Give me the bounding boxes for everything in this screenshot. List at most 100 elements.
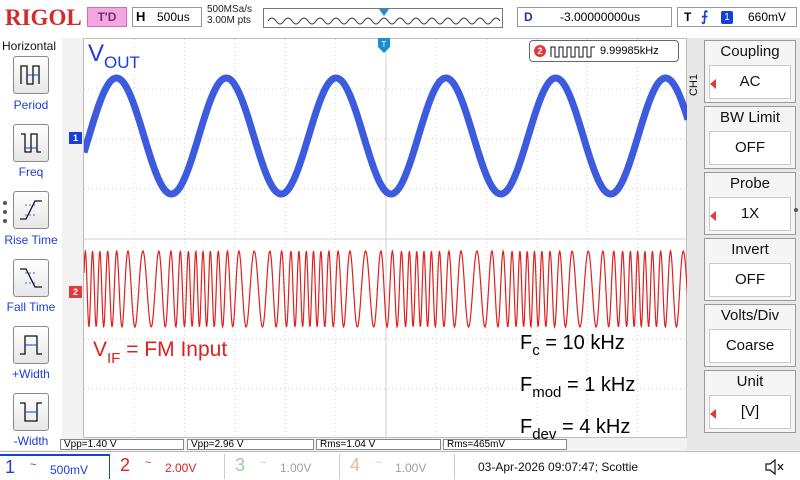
rise-time-label: Rise Time: [4, 233, 58, 247]
channel-bar: 1 ~ 500mV 2 ~ 2.00V 3 ~ 1.00V 4 ~ 1.00V …: [0, 451, 800, 480]
invert-menu[interactable]: Invert OFF: [704, 238, 796, 301]
coupling-menu[interactable]: Coupling AC: [704, 40, 796, 103]
frequency-counter[interactable]: 2 9.99985kHz: [529, 40, 679, 62]
delay-value: -3.00000000us: [560, 10, 641, 24]
acquisition-info: 500MSa/s 3.00M pts: [207, 4, 252, 26]
ac-coupling-icon: ~: [145, 457, 152, 469]
left-panel-title: Horizontal: [2, 39, 57, 53]
ac-coupling-icon: ~: [30, 459, 37, 471]
counter-value: 9.99985kHz: [600, 45, 659, 57]
probe-menu[interactable]: Probe 1X: [704, 172, 796, 235]
left-nav-dot: [3, 201, 7, 205]
memory-position-strip[interactable]: [263, 8, 503, 28]
period-icon: [20, 65, 40, 85]
param-main: F: [520, 374, 533, 396]
horizontal-label: H: [136, 9, 146, 24]
fall-time-label: Fall Time: [6, 300, 56, 314]
channel-scale: 2.00V: [165, 461, 197, 475]
right-nav-dot: [794, 208, 798, 212]
fall-time-icon: [20, 268, 42, 288]
left-nav-dot: [3, 210, 7, 214]
channel-scale: 1.00V: [395, 461, 427, 475]
volts-div-menu[interactable]: Volts/Div Coarse: [704, 304, 796, 367]
channel-1-tab[interactable]: 1 ~ 500mV: [0, 454, 110, 479]
trigger-level: 660mV: [748, 10, 787, 24]
fall-time-button[interactable]: [13, 259, 49, 297]
vif-annotation: VIF = FM Input: [93, 338, 227, 367]
trigger-position-marker[interactable]: T: [378, 38, 390, 54]
channel-2-tab[interactable]: 2 ~ 2.00V: [115, 454, 225, 479]
rise-time-icon: [20, 200, 42, 220]
rising-edge-icon: ⨍: [701, 8, 709, 24]
trigger-label: T: [684, 10, 692, 24]
channel-scale: 500mV: [50, 463, 89, 477]
waveform-display[interactable]: [83, 38, 688, 439]
param-subscript: dev: [532, 426, 557, 443]
top-status-bar: RIGOL T'D H 500us 500MSa/s 3.00M pts D -…: [0, 0, 800, 38]
measurement-vpp-ch1[interactable]: Vpp=1.40 V: [60, 439, 184, 450]
selector-arrow-icon: [710, 409, 716, 419]
vif-main: V: [93, 338, 108, 361]
sample-rate: 500MSa/s: [207, 4, 253, 15]
ch2-offset-marker[interactable]: 2: [69, 286, 82, 298]
channel-3-tab[interactable]: 3 ~ 1.00V: [230, 454, 340, 479]
positive-width-button[interactable]: [13, 326, 49, 364]
brand-logo: RIGOL: [5, 5, 82, 30]
display-grid: [84, 39, 688, 439]
bw-limit-menu[interactable]: BW Limit OFF: [704, 106, 796, 169]
channel-number: 4: [350, 455, 361, 475]
horizontal-timebase[interactable]: H 500us: [132, 7, 202, 27]
menu-value: OFF: [709, 263, 791, 297]
vif-rest: = FM Input: [120, 338, 228, 361]
measurement-vpp-ch2[interactable]: Vpp=2.96 V: [187, 439, 314, 450]
measurement-rms-ch1[interactable]: Rms=465mV: [443, 439, 567, 450]
negative-width-icon: [20, 402, 42, 422]
param-main: F: [520, 332, 533, 354]
menu-title: Coupling: [720, 43, 780, 60]
fm-parameters: Fc = 10 kHz Fmod = 1 kHz Fdev = 4 kHz: [520, 326, 635, 452]
negative-width-button[interactable]: [13, 393, 49, 431]
rise-time-button[interactable]: [13, 191, 49, 229]
timebase-value: 500us: [157, 10, 190, 24]
square-wave-icon: [550, 46, 595, 58]
selector-arrow-icon: [710, 211, 716, 221]
param-value: = 4 kHz: [556, 416, 631, 438]
trigger-source-badge: 1: [721, 11, 733, 24]
menu-value: 1X: [709, 197, 791, 231]
ch1-waveform: [84, 74, 688, 198]
menu-title: Invert: [731, 241, 769, 258]
trigger-setting[interactable]: T ⨍ 1 660mV: [677, 7, 797, 27]
param-subscript: mod: [532, 384, 562, 401]
carrier-frequency-line: Fc = 10 kHz: [520, 326, 635, 368]
frequency-label: Freq: [18, 165, 44, 179]
channel-number: 1: [5, 457, 16, 477]
menu-title: Unit: [736, 373, 764, 390]
ch1-offset-marker[interactable]: 1: [69, 132, 82, 144]
channel-number: 2: [120, 455, 131, 475]
unit-menu[interactable]: Unit [V]: [704, 370, 796, 433]
selector-arrow-icon: [710, 79, 716, 89]
memory-depth: 3.00M pts: [207, 15, 251, 26]
period-button[interactable]: [13, 56, 49, 94]
menu-channel-tag: CH1: [688, 73, 700, 96]
frequency-button[interactable]: [13, 124, 49, 162]
period-label: Period: [13, 98, 49, 112]
svg-text:T: T: [382, 40, 387, 49]
channel-4-tab[interactable]: 4 ~ 1.00V: [345, 454, 455, 479]
frequency-icon: [21, 133, 41, 153]
ac-coupling-icon: ~: [375, 457, 382, 469]
vout-main: V: [88, 40, 105, 67]
menu-value: AC: [709, 65, 791, 99]
menu-title: Probe: [729, 175, 771, 192]
left-measure-panel: Horizontal: [0, 38, 62, 450]
measurement-rms-ch2[interactable]: Rms=1.04 V: [316, 439, 441, 450]
counter-channel-badge: 2: [534, 45, 546, 57]
horizontal-delay[interactable]: D -3.00000000us: [517, 7, 672, 27]
menu-value: OFF: [709, 131, 791, 165]
delay-label: D: [524, 10, 533, 24]
deviation-frequency-line: Fdev = 4 kHz: [520, 410, 635, 452]
ch2-waveform: [84, 248, 688, 329]
speaker-mute-icon[interactable]: [764, 457, 786, 477]
param-value: = 10 kHz: [539, 332, 625, 354]
